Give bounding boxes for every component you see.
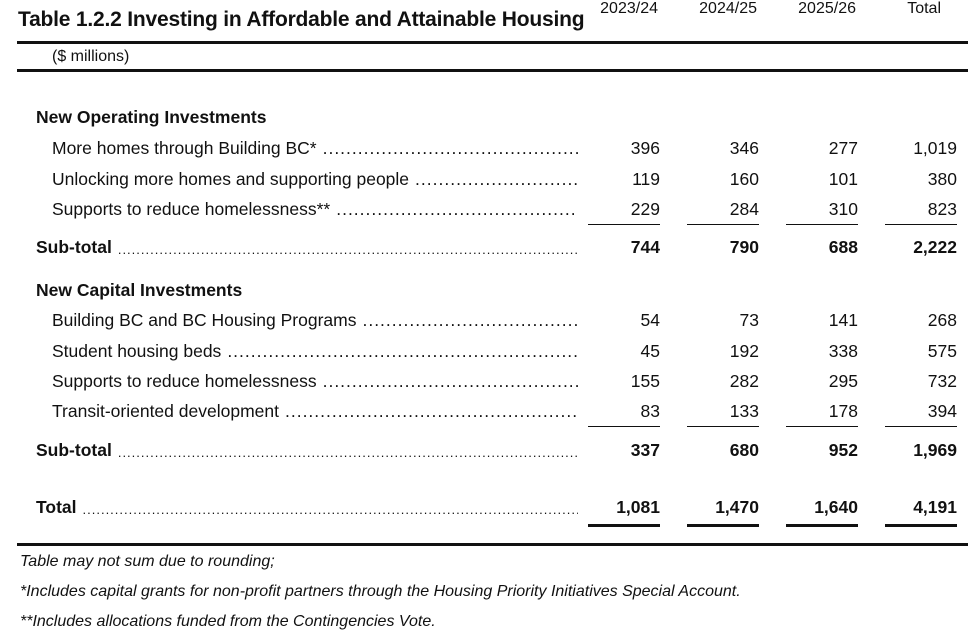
cell-value: 688 xyxy=(828,237,858,257)
dot-leader xyxy=(227,341,578,362)
cell-value: 575 xyxy=(927,341,957,361)
cell-value: 346 xyxy=(729,138,759,158)
dot-leader xyxy=(415,169,578,190)
cell-value: 83 xyxy=(588,401,660,427)
cell-value: 1,969 xyxy=(913,440,957,460)
units-label: ($ millions) xyxy=(52,48,130,65)
row-label: Supports to reduce homelessness xyxy=(52,371,578,392)
subtotal-row: Sub-total 337 680 952 1,969 xyxy=(0,440,980,462)
table-title: Table 1.2.2 Investing in Affordable and … xyxy=(18,8,585,31)
cell-value: 178 xyxy=(786,401,858,427)
row-label: Student housing beds xyxy=(52,341,578,362)
cell-value: 744 xyxy=(630,237,660,257)
footnote: **Includes allocations funded from the C… xyxy=(20,613,436,630)
cell-value: 268 xyxy=(927,310,957,330)
row-label: More homes through Building BC* xyxy=(52,138,578,159)
divider xyxy=(17,543,968,546)
cell-value: 732 xyxy=(927,371,957,391)
row-label-text: Supports to reduce homelessness** xyxy=(52,199,331,219)
row-label: Building BC and BC Housing Programs xyxy=(52,310,578,331)
cell-value: 54 xyxy=(640,310,660,330)
cell-value: 192 xyxy=(729,341,759,361)
row-label: Transit-oriented development xyxy=(52,401,578,422)
total-row: Total 1,081 1,470 1,640 4,191 xyxy=(0,497,980,527)
cell-value: 823 xyxy=(885,199,957,225)
dot-leader xyxy=(336,199,578,220)
dot-leader xyxy=(323,371,578,392)
cell-value: 133 xyxy=(687,401,759,427)
cell-value: 2,222 xyxy=(913,237,957,257)
table-row: More homes through Building BC* 396 346 277… xyxy=(0,138,980,160)
cell-value: 1,019 xyxy=(913,138,957,158)
cell-value: 160 xyxy=(729,169,759,189)
cell-value: 101 xyxy=(828,169,858,189)
table-row: Building BC and BC Housing Programs 54 73 1… xyxy=(0,310,980,332)
column-header: 2024/25 xyxy=(699,0,757,17)
dot-leader xyxy=(362,310,578,331)
cell-value: 141 xyxy=(828,310,858,330)
section-heading: New Operating Investments xyxy=(36,107,267,127)
row-label-text: Supports to reduce homelessness xyxy=(52,371,317,391)
dot-leader xyxy=(118,440,578,461)
dot-leader xyxy=(83,497,578,518)
cell-value: 338 xyxy=(828,341,858,361)
row-label-text: Building BC and BC Housing Programs xyxy=(52,310,357,330)
cell-value: 284 xyxy=(687,199,759,225)
cell-value: 282 xyxy=(729,371,759,391)
row-label: Sub-total xyxy=(36,440,578,461)
table-row: Student housing beds 45 192 338 575 xyxy=(0,341,980,363)
column-header: 2025/26 xyxy=(798,0,856,17)
row-label: Sub-total xyxy=(36,237,578,258)
row-label: Total xyxy=(36,497,578,518)
cell-value: 1,640 xyxy=(786,497,858,527)
dot-leader xyxy=(285,401,578,422)
cell-value: 295 xyxy=(828,371,858,391)
section-heading: New Capital Investments xyxy=(36,280,243,300)
cell-value: 1,081 xyxy=(588,497,660,527)
subtotal-row: Sub-total 744 790 688 2,222 xyxy=(0,237,980,259)
row-label-text: Transit-oriented development xyxy=(52,401,279,421)
footnote: *Includes capital grants for non-profit … xyxy=(20,583,741,600)
table-row: Supports to reduce homelessness** 229 284 3… xyxy=(0,199,980,225)
row-label-text: Sub-total xyxy=(36,237,112,257)
cell-value: 229 xyxy=(588,199,660,225)
cell-value: 380 xyxy=(927,169,957,189)
dot-leader xyxy=(118,237,578,258)
row-label: Supports to reduce homelessness** xyxy=(52,199,578,220)
column-header: Total xyxy=(907,0,941,17)
divider xyxy=(17,69,968,72)
cell-value: 790 xyxy=(729,237,759,257)
row-label-text: More homes through Building BC* xyxy=(52,138,317,158)
row-label-text: Sub-total xyxy=(36,440,112,460)
row-label-text: Unlocking more homes and supporting peop… xyxy=(52,169,410,189)
cell-value: 119 xyxy=(632,169,660,189)
cell-value: 73 xyxy=(739,310,759,330)
footnote: Table may not sum due to rounding; xyxy=(20,553,275,570)
table-row: Transit-oriented development 83 133 178 394 xyxy=(0,401,980,427)
cell-value: 337 xyxy=(630,440,660,460)
cell-value: 310 xyxy=(786,199,858,225)
row-label: Unlocking more homes and supporting peop… xyxy=(52,169,578,190)
cell-value: 394 xyxy=(885,401,957,427)
divider xyxy=(17,41,968,44)
cell-value: 952 xyxy=(828,440,858,460)
cell-value: 680 xyxy=(729,440,759,460)
table-row: Supports to reduce homelessness 155 282 295… xyxy=(0,371,980,393)
cell-value: 396 xyxy=(630,138,660,158)
column-header: 2023/24 xyxy=(600,0,658,17)
table-row: Unlocking more homes and supporting peop… xyxy=(0,169,980,191)
dot-leader xyxy=(323,138,578,159)
cell-value: 45 xyxy=(640,341,660,361)
cell-value: 277 xyxy=(828,138,858,158)
cell-value: 4,191 xyxy=(885,497,957,527)
row-label-text: Total xyxy=(36,497,77,517)
cell-value: 1,470 xyxy=(687,497,759,527)
row-label-text: Student housing beds xyxy=(52,341,222,361)
cell-value: 155 xyxy=(630,371,660,391)
